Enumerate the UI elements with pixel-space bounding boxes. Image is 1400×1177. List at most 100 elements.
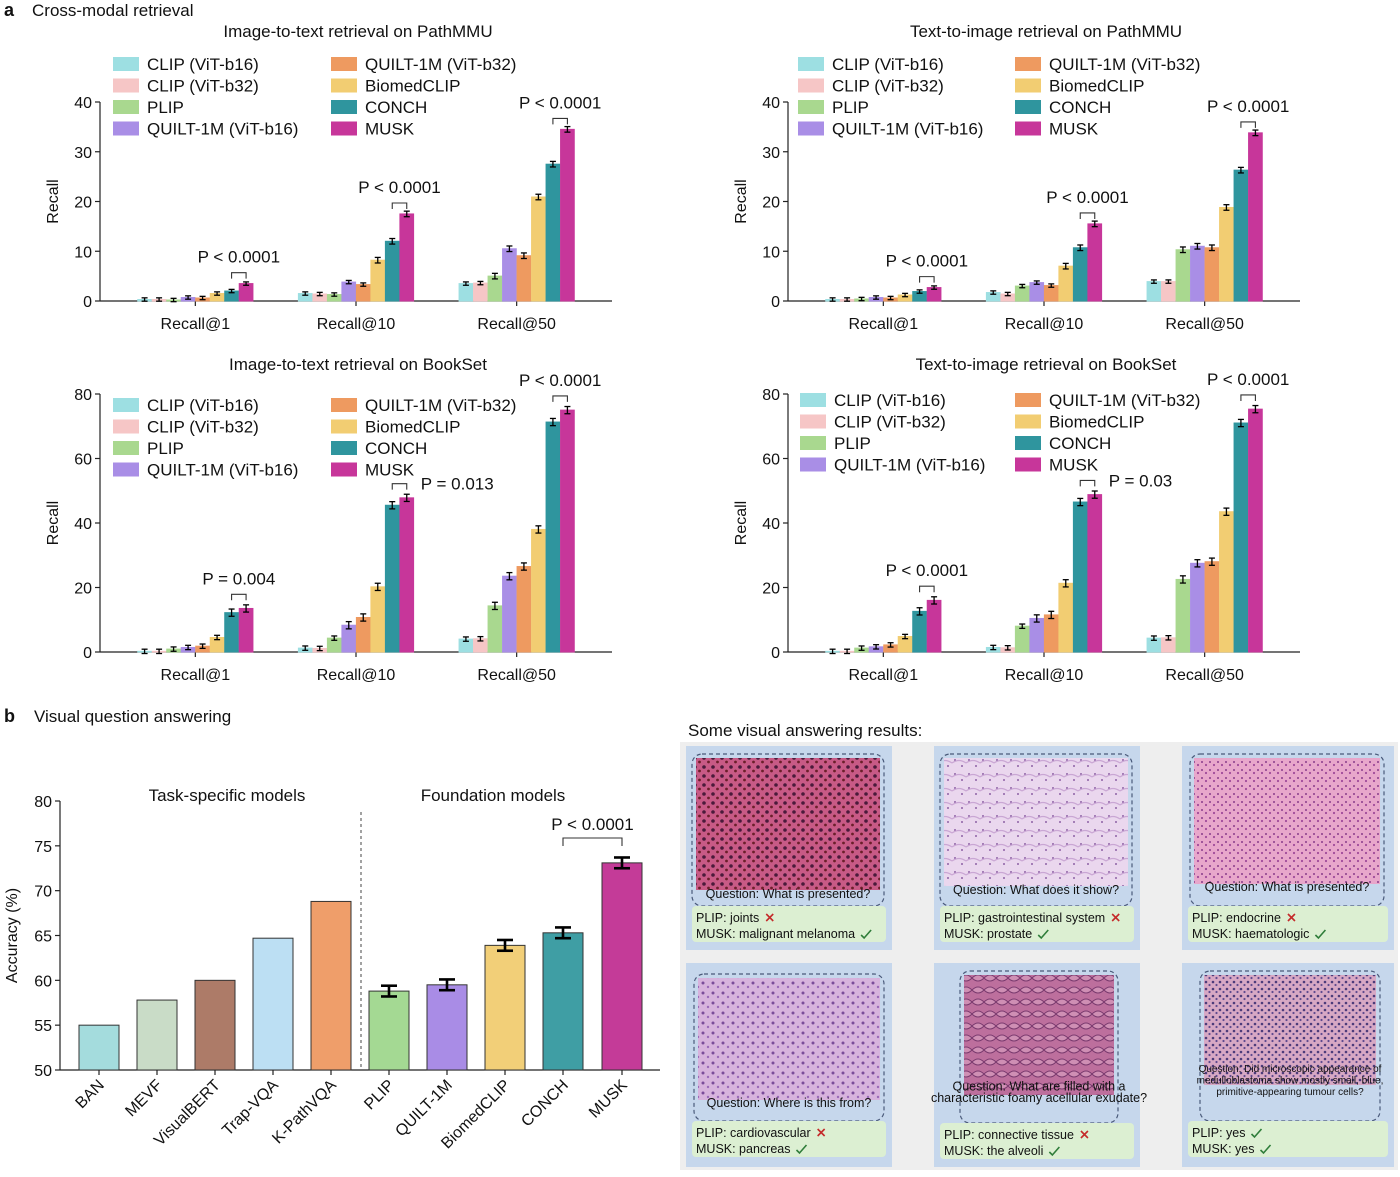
chart-title: Text-to-image retrieval on PathMMU — [910, 22, 1182, 41]
legend-label: QUILT-1M (ViT-b32) — [1049, 55, 1200, 74]
x-tick-label: QUILT-1M — [392, 1077, 455, 1140]
y-tick-label: 0 — [771, 294, 780, 311]
y-tick-label: 60 — [762, 452, 780, 469]
legend-label: QUILT-1M (ViT-b16) — [832, 120, 983, 139]
plip-answer: PLIP: cardiovascular — [696, 1126, 811, 1140]
y-tick-label: 40 — [762, 95, 780, 112]
vqa-question-line: characteristic foamy acellular exudate? — [931, 1091, 1147, 1105]
legend-label: QUILT-1M (ViT-b32) — [365, 55, 516, 74]
legend-label: CLIP (ViT-b32) — [832, 77, 944, 96]
bar — [484, 944, 526, 1071]
chart-title: Image-to-text retrieval on PathMMU — [223, 22, 492, 41]
legend-swatch — [800, 436, 826, 450]
histology-image — [696, 758, 880, 890]
cross-icon — [1287, 913, 1296, 922]
y-tick-label: 70 — [34, 884, 52, 901]
x-tick-label: Recall@1 — [161, 316, 231, 333]
bar — [912, 610, 927, 653]
group-label-task-specific: Task-specific models — [149, 786, 306, 805]
x-tick-label: BAN — [73, 1077, 108, 1112]
question-dashed-box — [959, 970, 1119, 1124]
bar — [341, 281, 357, 302]
y-tick-label: 55 — [34, 1018, 52, 1035]
significance-bracket — [919, 276, 935, 283]
x-tick-label: MUSK — [586, 1077, 631, 1122]
bar — [1072, 501, 1088, 653]
y-tick-label: 80 — [34, 794, 52, 811]
bar — [1043, 614, 1059, 653]
legend-swatch — [113, 419, 139, 434]
legend-label: CLIP (ViT-b32) — [147, 77, 259, 96]
p-value-label: P = 0.004 — [202, 569, 275, 588]
bar — [1014, 625, 1030, 653]
legend-swatch — [331, 398, 357, 412]
cross-icon — [1080, 1130, 1089, 1139]
bar — [1190, 245, 1205, 302]
musk-answer: MUSK: pancreas — [696, 1142, 790, 1156]
vqa-answer-box — [692, 1121, 886, 1157]
legend-swatch — [331, 100, 357, 114]
y-tick-label: 80 — [74, 387, 92, 404]
legend-swatch — [113, 121, 139, 136]
significance-bracket — [919, 585, 935, 593]
vqa-question: Question: What is presented? — [706, 887, 871, 901]
chart-title: Image-to-text retrieval on BookSet — [229, 355, 487, 374]
legend-swatch — [1015, 393, 1041, 407]
legend-swatch — [1015, 457, 1041, 472]
bar — [1233, 169, 1249, 302]
x-tick-label: PLIP — [361, 1077, 398, 1114]
bar — [473, 282, 488, 302]
musk-answer: MUSK: malignant melanoma — [696, 927, 855, 941]
plip-answer: PLIP: joints — [696, 911, 759, 925]
cross-icon — [765, 913, 774, 922]
question-dashed-box — [1189, 753, 1385, 907]
bar — [560, 128, 575, 302]
y-tick-label: 50 — [34, 1063, 52, 1080]
legend-label: BiomedCLIP — [365, 418, 460, 437]
legend-swatch — [331, 121, 357, 136]
y-tick-label: 20 — [762, 581, 780, 598]
significance-bracket — [231, 593, 247, 601]
bar — [1204, 561, 1220, 653]
bar — [252, 937, 294, 1071]
chart-title: Text-to-image retrieval on BookSet — [916, 355, 1177, 374]
legend-swatch — [800, 414, 826, 429]
legend-label: MUSK — [365, 120, 415, 139]
significance-bracket — [552, 395, 568, 402]
y-tick-label: 0 — [771, 645, 780, 662]
significance-bracket — [1079, 479, 1096, 487]
p-value-label: P < 0.0001 — [1207, 97, 1289, 116]
legend-swatch — [113, 441, 139, 455]
legend-swatch — [798, 121, 824, 136]
legend-swatch — [1015, 414, 1041, 429]
plip-answer: PLIP: endocrine — [1192, 911, 1281, 925]
p-value-label: P < 0.0001 — [1046, 188, 1128, 207]
y-tick-label: 30 — [74, 145, 92, 162]
panel-a-title: Cross-modal retrieval — [32, 1, 194, 20]
x-tick-label: Recall@50 — [1165, 667, 1244, 684]
check-icon — [1259, 1144, 1272, 1155]
bar — [1161, 281, 1176, 302]
bar — [545, 163, 561, 302]
bar — [1029, 617, 1045, 653]
histology-image — [944, 758, 1128, 886]
y-tick-label: 20 — [74, 581, 92, 598]
bar — [1204, 247, 1220, 302]
legend-swatch — [331, 462, 357, 477]
bar — [355, 616, 371, 653]
bar — [238, 607, 254, 653]
legend-label: CONCH — [365, 98, 427, 117]
plip-answer: PLIP: yes — [1192, 1126, 1246, 1140]
significance-bracket — [391, 483, 408, 490]
vqa-question-line: Question: What are filled with a — [953, 1080, 1126, 1094]
legend-swatch — [1015, 78, 1041, 93]
y-tick-label: 80 — [762, 387, 780, 404]
bar — [399, 497, 415, 653]
x-tick-label: Recall@10 — [317, 667, 396, 684]
bar — [1029, 282, 1045, 302]
panel-b-letter: b — [4, 706, 15, 726]
bar — [1175, 578, 1191, 653]
vqa-results-panel: Some visual answering results: Question: … — [680, 721, 1398, 1170]
legend-label: PLIP — [147, 439, 184, 458]
bar — [1058, 582, 1074, 653]
